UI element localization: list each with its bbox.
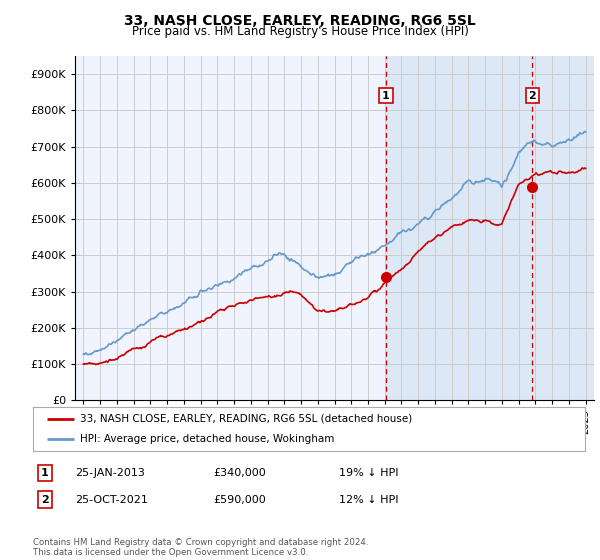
Text: 19% ↓ HPI: 19% ↓ HPI — [339, 468, 398, 478]
Text: 1: 1 — [41, 468, 49, 478]
Text: 2: 2 — [41, 494, 49, 505]
Text: 25-OCT-2021: 25-OCT-2021 — [75, 494, 148, 505]
Text: £590,000: £590,000 — [213, 494, 266, 505]
Text: 33, NASH CLOSE, EARLEY, READING, RG6 5SL: 33, NASH CLOSE, EARLEY, READING, RG6 5SL — [124, 14, 476, 28]
Text: £340,000: £340,000 — [213, 468, 266, 478]
Text: 33, NASH CLOSE, EARLEY, READING, RG6 5SL (detached house): 33, NASH CLOSE, EARLEY, READING, RG6 5SL… — [80, 414, 412, 424]
Text: Contains HM Land Registry data © Crown copyright and database right 2024.
This d: Contains HM Land Registry data © Crown c… — [33, 538, 368, 557]
Text: HPI: Average price, detached house, Wokingham: HPI: Average price, detached house, Woki… — [80, 434, 334, 444]
Text: 2: 2 — [529, 91, 536, 101]
Text: 1: 1 — [382, 91, 390, 101]
Text: 12% ↓ HPI: 12% ↓ HPI — [339, 494, 398, 505]
Text: 25-JAN-2013: 25-JAN-2013 — [75, 468, 145, 478]
Text: Price paid vs. HM Land Registry's House Price Index (HPI): Price paid vs. HM Land Registry's House … — [131, 25, 469, 38]
Bar — [386, 56, 594, 400]
